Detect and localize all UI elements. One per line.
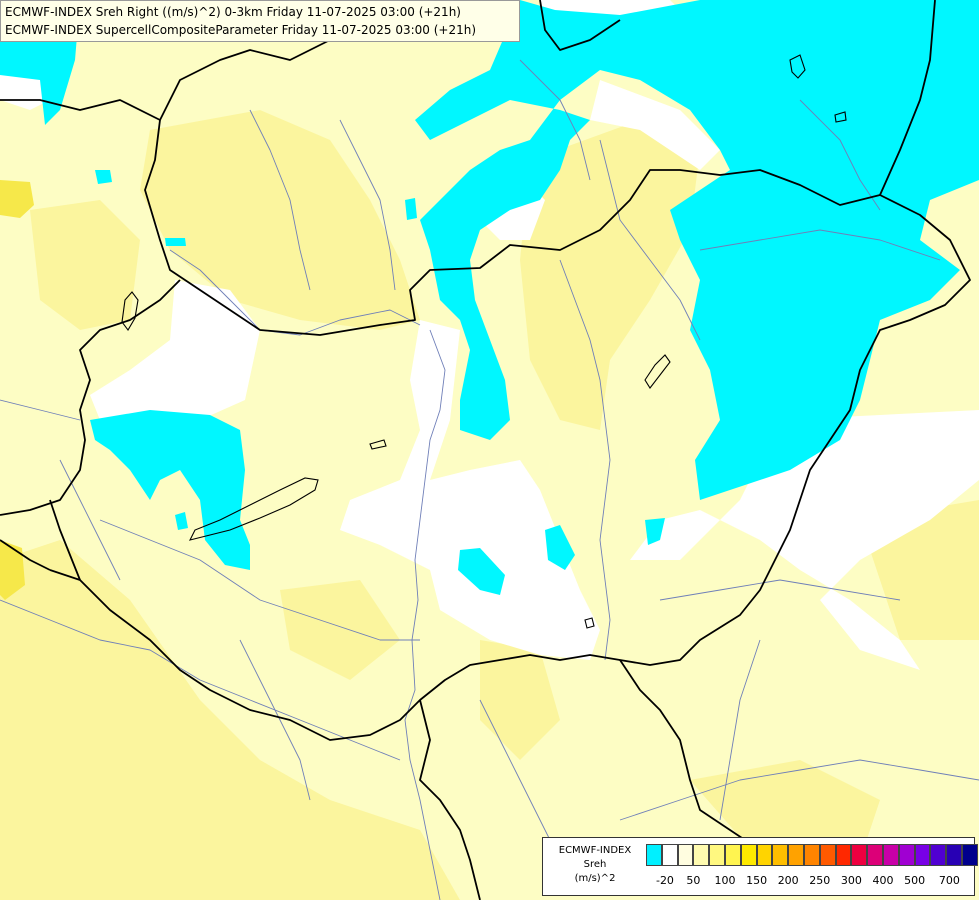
legend-swatch	[930, 844, 947, 866]
legend-swatch	[740, 844, 757, 866]
lake-small-3	[584, 617, 595, 629]
legend-swatch	[788, 844, 804, 866]
reservoir	[644, 354, 671, 389]
legend-swatch	[661, 844, 678, 866]
legend-swatch	[724, 844, 741, 866]
legend-variable: Sreh	[583, 859, 607, 870]
legend-tick-label: 300	[840, 874, 862, 887]
legend-swatch	[803, 844, 820, 866]
legend-unit: (m/s)^2	[574, 873, 616, 884]
lake-small-2	[789, 54, 806, 79]
yellow-sreh-zones	[0, 110, 979, 900]
lake-balaton	[188, 477, 319, 541]
legend-swatch	[867, 844, 883, 866]
legend-swatch	[851, 844, 868, 866]
legend-swatch	[709, 844, 725, 866]
lake-small-4	[834, 111, 847, 123]
lake-neusiedl	[121, 291, 139, 331]
strong-yellow-spots	[0, 180, 34, 600]
lake-small	[369, 439, 387, 450]
title-line-sreh: ECMWF-INDEX Sreh Right ((m/s)^2) 0-3km F…	[5, 5, 461, 19]
legend-swatch	[772, 844, 789, 866]
legend-swatch	[914, 844, 931, 866]
legend-tick-label: 50	[686, 874, 701, 887]
legend-tick-label: 200	[777, 874, 799, 887]
legend-swatch	[756, 844, 773, 866]
legend-swatch	[946, 844, 962, 866]
color-legend: ECMWF-INDEX Sreh (m/s)^2 -20 50 100 150 200 2…	[542, 837, 978, 896]
legend-tick-label: 250	[809, 874, 831, 887]
map-title-box: ECMWF-INDEX Sreh Right ((m/s)^2) 0-3km F…	[0, 0, 520, 42]
title-line-scp: ECMWF-INDEX SupercellCompositeParameter …	[5, 23, 477, 37]
legend-tick-label: 700	[938, 874, 960, 887]
legend-swatch	[646, 844, 662, 866]
legend-swatch	[819, 844, 836, 866]
rivers	[0, 59, 979, 900]
legend-label: ECMWF-INDEX Sreh (m/s)^2	[547, 844, 643, 886]
legend-swatch	[677, 844, 694, 866]
legend-swatch	[961, 844, 978, 866]
legend-tick-label: 400	[872, 874, 894, 887]
legend-tick-label: 150	[746, 874, 768, 887]
legend-swatch	[898, 844, 915, 866]
legend-ticks: -20 50 100 150 200 250 300 400 500 700	[646, 874, 966, 890]
legend-swatch	[835, 844, 852, 866]
legend-source: ECMWF-INDEX	[558, 845, 632, 856]
lakes	[121, 54, 847, 629]
legend-tick-label: 100	[714, 874, 736, 887]
legend-tick-label: 500	[904, 874, 926, 887]
cyan-zones	[0, 0, 979, 595]
legend-swatch	[693, 844, 710, 866]
legend-swatch	[882, 844, 899, 866]
legend-tick-label: -20	[655, 874, 674, 887]
legend-swatches	[646, 844, 978, 866]
